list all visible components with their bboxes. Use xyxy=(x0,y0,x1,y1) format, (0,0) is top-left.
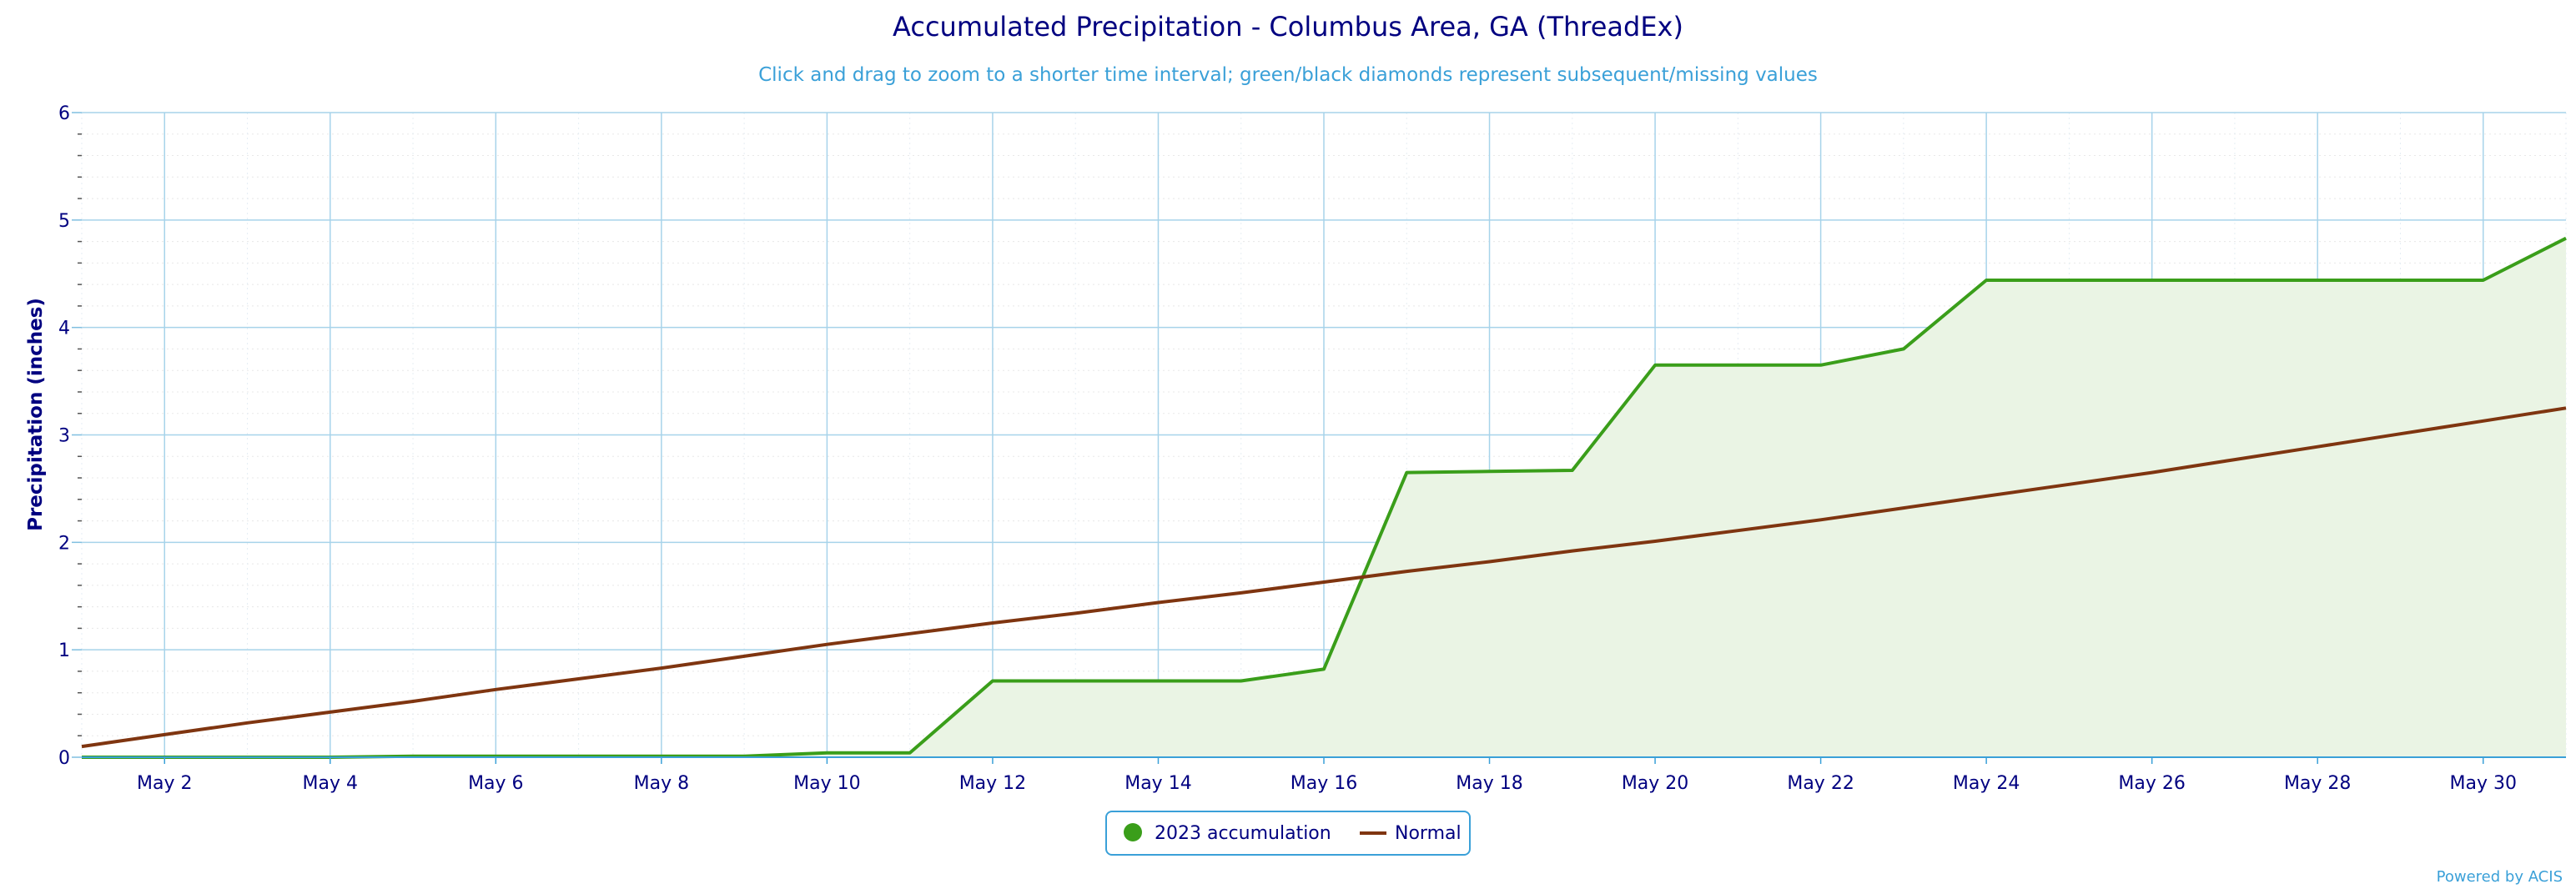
x-tick-label: May 10 xyxy=(793,773,860,794)
data-point-normal[interactable] xyxy=(76,741,88,752)
data-point-2023-accumulation[interactable] xyxy=(407,751,419,762)
legend-box xyxy=(1105,811,1471,856)
data-point-2023-accumulation[interactable] xyxy=(2063,274,2075,286)
data-point-normal[interactable] xyxy=(490,684,501,696)
x-tick-label: May 12 xyxy=(959,773,1026,794)
legend-item-normal[interactable]: Normal xyxy=(1360,823,1462,844)
data-point-normal[interactable] xyxy=(1152,596,1164,608)
plot-area[interactable] xyxy=(76,233,2572,763)
x-tick-label: May 22 xyxy=(1787,773,1854,794)
data-point-normal[interactable] xyxy=(1567,545,1578,557)
series-line-2023-accumulation[interactable] xyxy=(82,236,2567,759)
data-point-normal[interactable] xyxy=(407,696,419,707)
credit-link[interactable]: Powered by ACIS xyxy=(2437,868,2563,886)
data-point-2023-accumulation[interactable] xyxy=(1484,465,1496,477)
data-point-normal[interactable] xyxy=(325,706,336,718)
data-point-2023-accumulation[interactable] xyxy=(1980,274,1992,286)
chart-subtitle: Click and drag to zoom to a shorter time… xyxy=(758,64,1818,86)
data-point-normal[interactable] xyxy=(2063,479,2075,490)
x-tick-label: May 14 xyxy=(1124,773,1191,794)
x-tick-label: May 6 xyxy=(468,773,523,794)
data-point-normal[interactable] xyxy=(1815,514,1827,525)
data-point-2023-accumulation[interactable] xyxy=(573,751,585,762)
data-point-normal[interactable] xyxy=(2229,454,2241,465)
x-tick-label: May 8 xyxy=(634,773,689,794)
chart-title: Accumulated Precipitation - Columbus Are… xyxy=(893,11,1683,43)
data-point-normal[interactable] xyxy=(1649,535,1661,547)
y-axis-title: Precipitation (inches) xyxy=(25,298,47,531)
series-area-2023-accumulation xyxy=(82,238,2566,757)
data-point-normal[interactable] xyxy=(2146,467,2158,479)
legend-item-2023-accumulation[interactable]: 2023 accumulation xyxy=(1124,823,1331,844)
y-tick-label: 2 xyxy=(58,533,70,554)
x-tick-label: May 30 xyxy=(2449,773,2516,794)
data-point-normal[interactable] xyxy=(987,617,999,629)
data-point-normal[interactable] xyxy=(2394,428,2406,439)
data-point-normal[interactable] xyxy=(1235,587,1247,599)
data-point-2023-accumulation[interactable] xyxy=(1069,676,1081,687)
data-point-normal[interactable] xyxy=(821,639,833,650)
data-point-normal[interactable] xyxy=(1484,556,1496,568)
x-tick-label: May 16 xyxy=(1291,773,1357,794)
x-tick-label: May 20 xyxy=(1622,773,1688,794)
y-tick-label: 6 xyxy=(58,103,70,124)
data-point-2023-accumulation[interactable] xyxy=(1318,663,1330,675)
y-tick-label: 4 xyxy=(58,319,70,339)
y-tick-label: 3 xyxy=(58,426,70,447)
data-point-2023-accumulation[interactable] xyxy=(2146,274,2158,286)
data-point-2023-accumulation[interactable] xyxy=(1898,343,1909,354)
legend: 2023 accumulation Normal xyxy=(1105,811,1471,856)
data-point-normal[interactable] xyxy=(2560,402,2572,414)
y-tick-label: 1 xyxy=(58,640,70,661)
data-point-normal[interactable] xyxy=(1980,490,1992,502)
x-tick-label: May 4 xyxy=(303,773,358,794)
x-tick-label: May 2 xyxy=(137,773,192,794)
legend-label-normal: Normal xyxy=(1395,823,1462,844)
data-point-normal[interactable] xyxy=(1898,502,1909,514)
data-point-normal[interactable] xyxy=(573,673,585,685)
data-point-normal[interactable] xyxy=(2312,441,2323,453)
data-point-2023-accumulation[interactable] xyxy=(1815,359,1827,371)
data-point-normal[interactable] xyxy=(1732,525,1743,536)
data-point-2023-accumulation[interactable] xyxy=(2312,274,2323,286)
x-tick-label: May 26 xyxy=(2118,773,2185,794)
data-point-normal[interactable] xyxy=(738,650,750,662)
data-point-2023-accumulation[interactable] xyxy=(738,751,750,762)
axes: 0 1 2 3 4 5 6 May 2 May 4 May 6 May 8 May 10 May 12 M… xyxy=(58,103,2566,794)
data-point-2023-accumulation[interactable] xyxy=(2478,274,2489,286)
data-point-normal[interactable] xyxy=(1401,565,1412,577)
data-point-2023-accumulation[interactable] xyxy=(1649,359,1661,371)
y-tick-label: 5 xyxy=(58,211,70,232)
x-tick-label: May 28 xyxy=(2284,773,2351,794)
data-point-normal[interactable] xyxy=(1318,576,1330,588)
data-point-normal[interactable] xyxy=(242,717,254,729)
x-tick-label: May 18 xyxy=(1456,773,1522,794)
x-tick-label: May 24 xyxy=(1953,773,2020,794)
legend-label-2023-accumulation: 2023 accumulation xyxy=(1155,823,1331,844)
y-tick-label: 0 xyxy=(58,748,70,769)
data-point-2023-accumulation[interactable] xyxy=(1567,465,1578,476)
data-point-2023-accumulation[interactable] xyxy=(1235,676,1247,687)
data-point-2023-accumulation[interactable] xyxy=(1152,676,1164,687)
data-point-2023-accumulation[interactable] xyxy=(2560,233,2572,244)
data-point-normal[interactable] xyxy=(656,662,667,674)
data-point-normal[interactable] xyxy=(158,729,170,741)
data-point-2023-accumulation[interactable] xyxy=(2394,274,2406,286)
series-line-normal[interactable] xyxy=(81,406,2567,749)
data-point-2023-accumulation[interactable] xyxy=(1401,467,1412,479)
data-point-normal[interactable] xyxy=(2478,415,2489,427)
data-point-normal[interactable] xyxy=(904,628,916,640)
data-point-2023-accumulation[interactable] xyxy=(987,676,999,687)
data-point-2023-accumulation[interactable] xyxy=(1732,359,1743,371)
data-point-normal[interactable] xyxy=(1069,607,1081,619)
legend-marker-2023-accumulation xyxy=(1124,823,1142,841)
data-point-2023-accumulation[interactable] xyxy=(2229,274,2241,286)
